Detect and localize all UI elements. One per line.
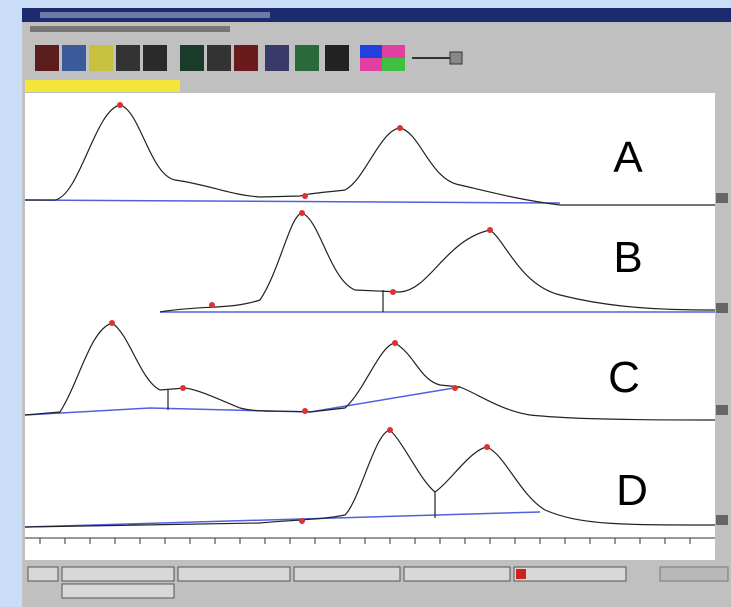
menu-items [30,26,230,32]
x-axis [25,532,715,560]
panel-label: A [613,133,643,182]
start-button[interactable] [28,567,58,581]
tool-button[interactable] [295,45,319,71]
title-text [40,12,270,18]
task-button[interactable] [294,567,400,581]
slider-thumb[interactable] [450,52,462,64]
tool-button[interactable] [325,45,349,71]
tool-button[interactable] [234,45,258,71]
screenshot: A B C D [0,0,731,607]
panel-label: C [608,353,640,402]
tool-button[interactable] [207,45,231,71]
panel-label: B [613,233,642,282]
task-button[interactable] [514,567,626,581]
task-button[interactable] [62,584,174,598]
tool-button[interactable] [143,45,167,71]
task-button[interactable] [178,567,290,581]
tool-button[interactable] [180,45,204,71]
tray [660,567,728,581]
status-label [25,80,180,92]
tool-button[interactable] [265,45,289,71]
tool-button[interactable] [62,45,86,71]
task-button[interactable] [404,567,510,581]
tool-button[interactable] [35,45,59,71]
task-button[interactable] [62,567,174,581]
tool-button[interactable] [116,45,140,71]
page: A B C D (() => { const data = JSON.parse… [0,0,731,607]
toolbar [35,45,462,71]
tool-button[interactable] [89,45,113,71]
panel-label: D [616,466,648,515]
